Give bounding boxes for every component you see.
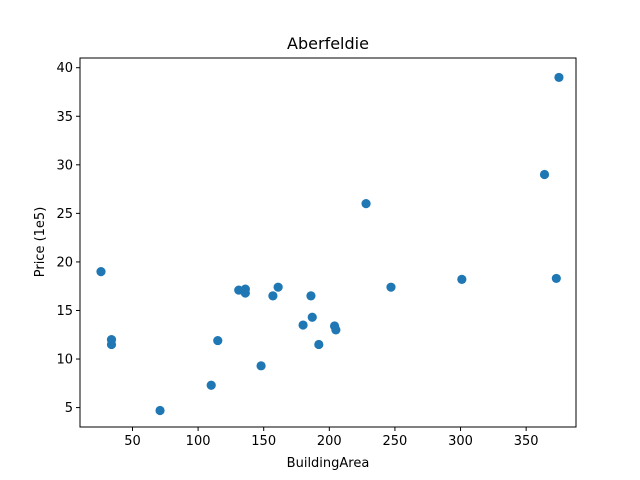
x-tick-label: 350 xyxy=(514,434,539,449)
data-point xyxy=(155,405,165,416)
y-tick-label: 30 xyxy=(56,158,73,173)
data-point xyxy=(331,325,341,335)
y-tick-label: 15 xyxy=(56,304,73,319)
data-point xyxy=(554,72,564,83)
x-tick-label: 250 xyxy=(383,434,408,449)
y-tick-label: 25 xyxy=(56,207,73,222)
x-axis-label: BuildingArea xyxy=(287,456,370,471)
data-point xyxy=(386,282,396,292)
plot-frame xyxy=(79,57,577,428)
chart-title: Aberfeldie xyxy=(287,34,369,53)
data-point xyxy=(268,291,278,301)
x-tick-label: 150 xyxy=(251,434,276,449)
data-point xyxy=(240,288,250,298)
y-tick-label: 40 xyxy=(56,61,73,76)
data-point xyxy=(256,361,266,371)
plot-area: 50 100 150 200 250 300 350 5 10 15 20 25 30 35 40 xyxy=(56,57,577,449)
data-point xyxy=(298,320,308,330)
data-point xyxy=(206,380,216,390)
x-tick-label: 50 xyxy=(124,434,141,449)
x-tick-label: 300 xyxy=(448,434,473,449)
x-tick-label: 100 xyxy=(186,434,211,449)
data-point xyxy=(307,312,317,322)
y-tick-label: 10 xyxy=(56,353,73,368)
y-tick-label: 20 xyxy=(56,255,73,270)
data-point xyxy=(551,273,561,284)
y-tick-label: 5 xyxy=(65,401,73,416)
data-point xyxy=(361,199,371,209)
y-tick-label: 35 xyxy=(56,110,73,125)
data-point xyxy=(96,267,106,277)
data-point xyxy=(457,274,467,284)
data-point xyxy=(213,335,223,346)
y-axis-label: Price (1e5) xyxy=(33,207,48,278)
x-tick-label: 200 xyxy=(317,434,342,449)
data-point xyxy=(314,339,324,350)
data-point xyxy=(306,291,316,301)
data-point xyxy=(273,282,283,292)
data-point xyxy=(539,169,550,180)
data-point xyxy=(106,339,117,350)
